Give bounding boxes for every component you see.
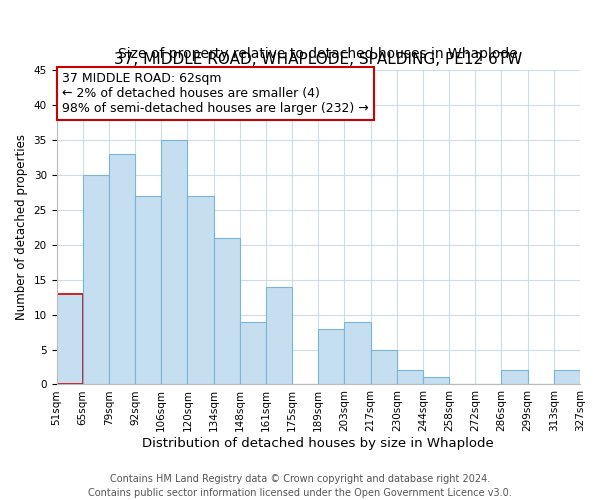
Text: Size of property relative to detached houses in Whaplode: Size of property relative to detached ho… xyxy=(118,46,518,60)
Text: Contains HM Land Registry data © Crown copyright and database right 2024.
Contai: Contains HM Land Registry data © Crown c… xyxy=(88,474,512,498)
Text: 37 MIDDLE ROAD: 62sqm
← 2% of detached houses are smaller (4)
98% of semi-detach: 37 MIDDLE ROAD: 62sqm ← 2% of detached h… xyxy=(62,72,368,114)
Bar xyxy=(214,238,240,384)
Bar xyxy=(344,322,371,384)
Bar xyxy=(56,294,83,384)
Y-axis label: Number of detached properties: Number of detached properties xyxy=(15,134,28,320)
Bar xyxy=(83,175,109,384)
Bar xyxy=(240,322,266,384)
Bar xyxy=(318,328,344,384)
Bar xyxy=(135,196,161,384)
Bar xyxy=(502,370,527,384)
Bar xyxy=(266,286,292,384)
Bar xyxy=(371,350,397,384)
X-axis label: Distribution of detached houses by size in Whaplode: Distribution of detached houses by size … xyxy=(142,437,494,450)
Bar xyxy=(187,196,214,384)
Bar xyxy=(554,370,580,384)
Bar xyxy=(109,154,135,384)
Bar xyxy=(423,378,449,384)
Bar xyxy=(397,370,423,384)
Title: 37, MIDDLE ROAD, WHAPLODE, SPALDING, PE12 6TW: 37, MIDDLE ROAD, WHAPLODE, SPALDING, PE1… xyxy=(114,52,523,68)
Bar xyxy=(161,140,187,384)
